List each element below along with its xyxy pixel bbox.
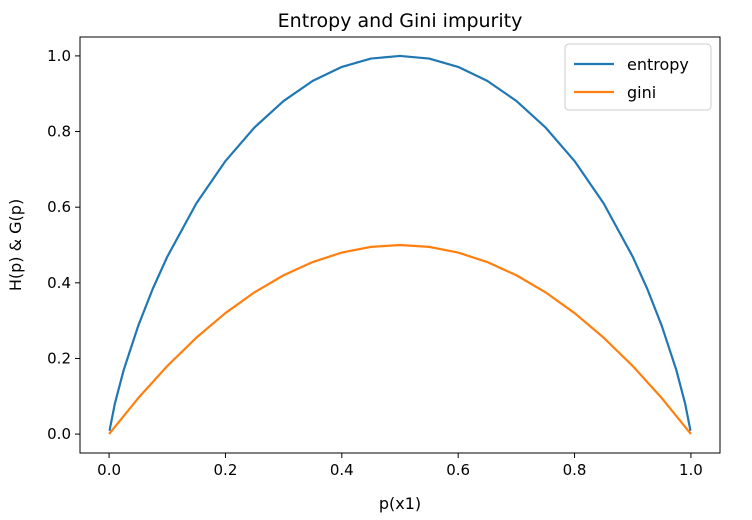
y-axis-ticks: 0.0 0.2 0.4 0.6 0.8 1.0 bbox=[47, 47, 80, 443]
y-axis-label: H(p) & G(p) bbox=[6, 199, 25, 291]
x-tick-label: 0.2 bbox=[214, 461, 238, 479]
y-tick-label: 0.0 bbox=[47, 425, 71, 443]
legend-label-entropy: entropy bbox=[627, 55, 689, 74]
y-tick-label: 1.0 bbox=[47, 47, 71, 65]
x-axis-label: p(x1) bbox=[379, 494, 421, 513]
y-tick-label: 0.6 bbox=[47, 198, 71, 216]
chart-title: Entropy and Gini impurity bbox=[278, 10, 523, 32]
x-tick-label: 0.8 bbox=[563, 461, 587, 479]
legend-box bbox=[564, 43, 712, 111]
series-layer bbox=[108, 54, 692, 435]
x-axis-ticks: 0.0 0.2 0.4 0.6 0.8 1.0 bbox=[97, 453, 703, 479]
y-tick-label: 0.4 bbox=[47, 274, 71, 292]
x-tick-label: 0.4 bbox=[330, 461, 354, 479]
legend-label-gini: gini bbox=[627, 83, 656, 102]
legend: entropy gini bbox=[564, 43, 712, 111]
x-tick-label: 1.0 bbox=[679, 461, 703, 479]
y-tick-label: 0.2 bbox=[47, 349, 71, 367]
series-line-gini bbox=[108, 243, 692, 435]
y-tick-label: 0.8 bbox=[47, 123, 71, 141]
x-tick-label: 0.6 bbox=[446, 461, 470, 479]
series-line-entropy bbox=[108, 54, 692, 432]
x-tick-label: 0.0 bbox=[97, 461, 121, 479]
